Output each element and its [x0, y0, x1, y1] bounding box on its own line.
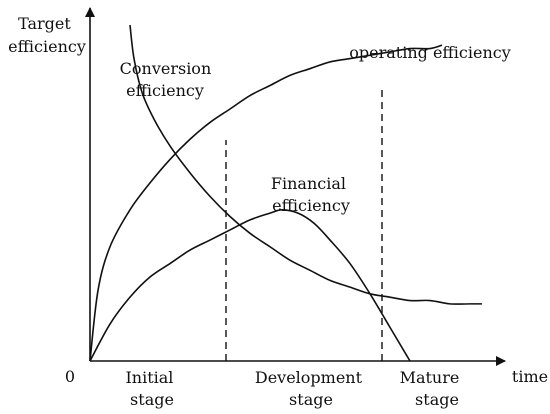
stage-label-initial-line-1: Initial	[125, 368, 173, 387]
operating-efficiency-label: operating efficiency	[349, 43, 511, 62]
stage-label-mature-line-2: stage	[415, 390, 459, 409]
stage-label-development: Development stage	[255, 368, 367, 409]
stage-label-development-line-2: stage	[289, 390, 333, 409]
financial-efficiency-curve	[89, 208, 411, 362]
conversion-efficiency-label-line-2: efficiency	[126, 81, 204, 100]
conversion-efficiency-label: Conversion efficiency	[120, 59, 217, 100]
financial-efficiency-label: Financial efficiency	[271, 174, 351, 215]
operating-efficiency-curve	[89, 44, 443, 362]
y-axis-label-line-2: efficiency	[8, 37, 86, 56]
stage-label-mature: Mature stage	[400, 368, 465, 409]
financial-efficiency-label-line-2: efficiency	[272, 196, 350, 215]
x-axis-label: time	[512, 367, 548, 386]
financial-efficiency-label-line-1: Financial	[271, 174, 346, 193]
operating-efficiency-label-line-1: operating efficiency	[349, 43, 511, 62]
stage-label-initial-line-2: stage	[130, 390, 174, 409]
curves	[89, 24, 482, 362]
y-axis-label: Target efficiency	[8, 14, 86, 56]
conversion-efficiency-label-line-1: Conversion	[120, 59, 212, 78]
stage-dividers	[225, 86, 383, 361]
stage-label-initial: Initial stage	[125, 368, 178, 409]
origin-label: 0	[65, 367, 75, 386]
conversion-efficiency-curve	[129, 24, 482, 305]
stage-label-mature-line-1: Mature	[400, 368, 460, 387]
stage-label-development-line-1: Development	[255, 368, 363, 387]
y-axis-label-line-1: Target	[18, 14, 71, 33]
